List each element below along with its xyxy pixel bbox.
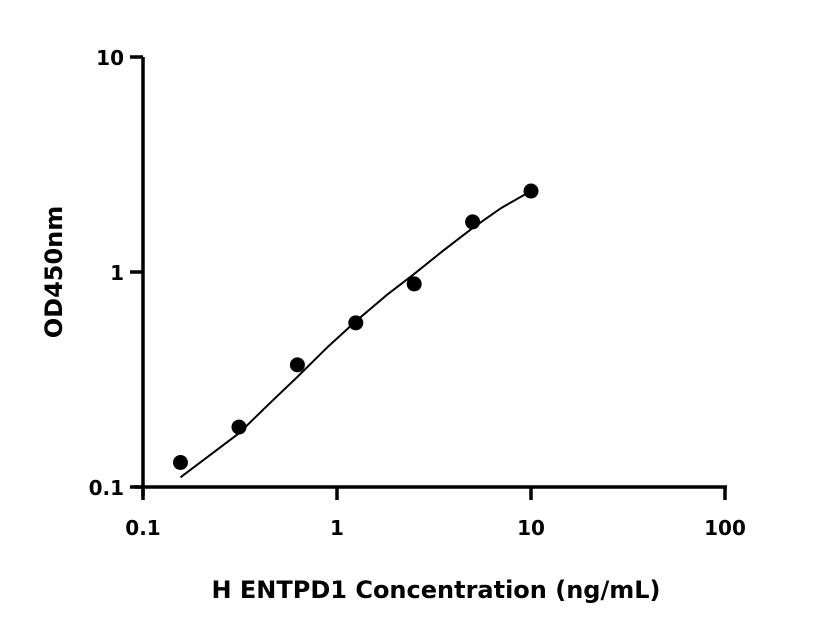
y-tick-label: 10 — [96, 46, 124, 70]
data-point — [289, 357, 305, 373]
fit-curve — [179, 190, 532, 479]
y-tick-label: 0.1 — [89, 476, 124, 500]
x-tick-label: 0.1 — [125, 516, 160, 540]
y-tick-label: 1 — [110, 261, 124, 285]
x-tick-label: 100 — [704, 516, 746, 540]
y-axis-label: OD450nm — [40, 206, 68, 339]
data-point — [523, 183, 539, 199]
x-axis-label: H ENTPD1 Concentration (ng/mL) — [211, 576, 660, 604]
data-point — [172, 455, 188, 471]
data-point — [465, 214, 481, 230]
data-point — [348, 315, 364, 331]
x-tick-label: 1 — [330, 516, 344, 540]
data-point — [406, 276, 422, 292]
x-tick-label: 10 — [517, 516, 545, 540]
data-point — [231, 419, 247, 435]
